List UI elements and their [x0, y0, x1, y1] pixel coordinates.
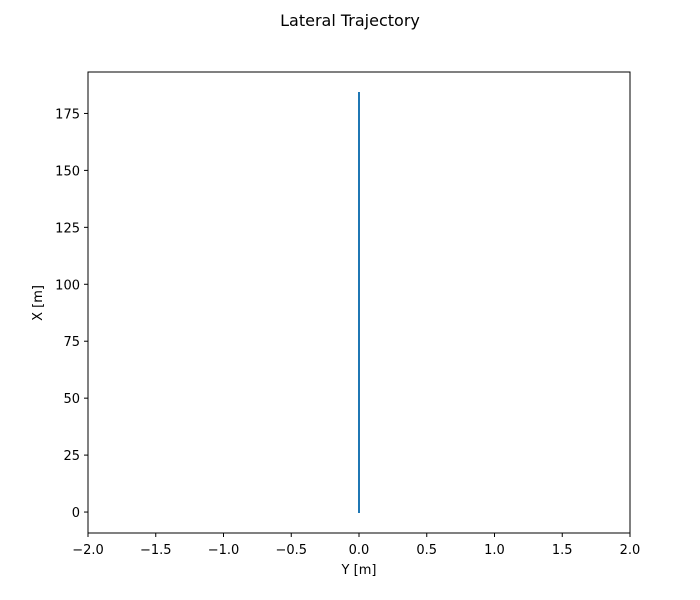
x-axis-label: Y [m]: [341, 563, 377, 578]
x-tick-label: −1.5: [140, 543, 172, 558]
y-tick-label: 100: [55, 278, 80, 293]
y-tick-label: 0: [72, 506, 80, 521]
y-tick-label: 125: [55, 221, 80, 236]
x-tick-label: −2.0: [72, 543, 104, 558]
x-tick-label: 1.0: [484, 543, 505, 558]
x-tick-label: −1.0: [208, 543, 240, 558]
x-tick-label: 0.0: [349, 543, 370, 558]
x-tick-label: 2.0: [620, 543, 641, 558]
y-tick-label: 50: [63, 392, 80, 407]
chart-title: Lateral Trajectory: [280, 11, 420, 30]
x-tick-label: −0.5: [275, 543, 307, 558]
y-tick-label: 150: [55, 164, 80, 179]
x-tick-label: 0.5: [416, 543, 437, 558]
y-tick-label: 175: [55, 107, 80, 122]
x-tick-label: 1.5: [552, 543, 573, 558]
x-axis: −2.0 −1.5 −1.0 −0.5 0.0 0.5 1.0 1.5 2.0: [72, 533, 640, 558]
y-axis: 0 25 50 75 100 125 150 175: [55, 107, 88, 521]
y-tick-label: 75: [63, 335, 80, 350]
y-axis-label: X [m]: [31, 285, 46, 321]
y-tick-label: 25: [63, 449, 80, 464]
